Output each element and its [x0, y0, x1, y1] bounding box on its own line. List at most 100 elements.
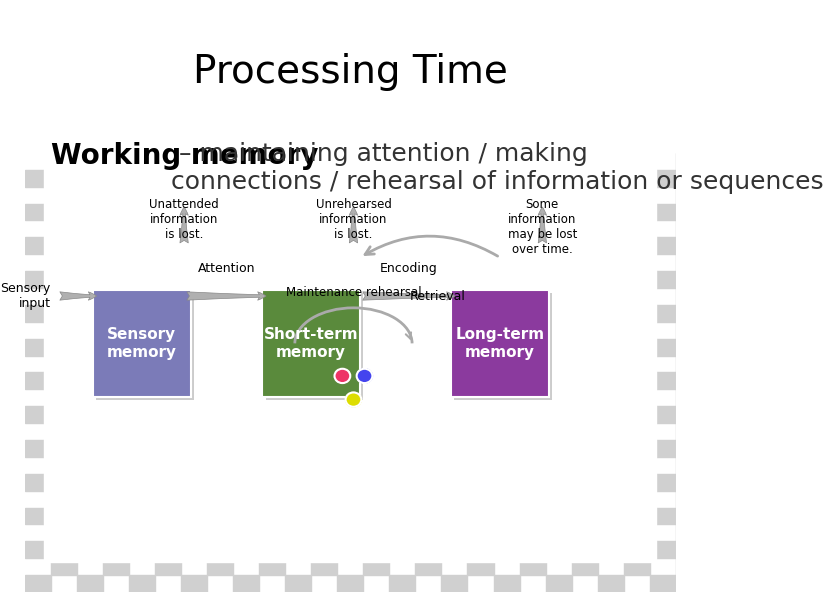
Bar	[442, 271, 467, 288]
Bar	[442, 406, 467, 423]
Bar	[624, 186, 650, 204]
Bar	[103, 322, 129, 339]
Bar	[103, 390, 129, 406]
Bar	[598, 170, 624, 186]
Bar	[598, 507, 624, 525]
Bar	[676, 220, 702, 237]
Bar	[572, 390, 598, 406]
Bar	[51, 356, 76, 372]
Bar	[572, 423, 598, 440]
Bar	[285, 204, 311, 220]
Bar	[624, 390, 650, 406]
Bar	[624, 153, 650, 170]
Bar	[389, 474, 415, 491]
Bar	[103, 491, 129, 507]
Bar	[545, 507, 572, 525]
Bar	[76, 170, 103, 186]
Bar	[25, 271, 51, 288]
Bar	[364, 220, 389, 237]
Bar	[285, 339, 311, 356]
Bar	[467, 457, 494, 474]
Bar	[598, 406, 624, 423]
Bar	[494, 474, 520, 491]
Bar	[545, 204, 572, 220]
Bar	[572, 186, 598, 204]
Bar	[389, 372, 415, 390]
Bar	[389, 271, 415, 288]
Bar	[520, 254, 545, 271]
Bar	[233, 507, 259, 525]
Text: Maintenance rehearsal: Maintenance rehearsal	[286, 286, 422, 299]
Bar	[650, 474, 676, 491]
Bar	[285, 237, 311, 254]
Bar	[364, 254, 389, 271]
Bar	[154, 322, 181, 339]
Bar	[494, 406, 520, 423]
Bar	[337, 474, 364, 491]
Bar	[624, 491, 650, 507]
FancyBboxPatch shape	[455, 293, 552, 400]
Bar	[51, 322, 76, 339]
Bar	[598, 440, 624, 457]
Bar	[25, 339, 51, 356]
Bar	[129, 204, 154, 220]
Bar	[154, 558, 181, 575]
Bar	[76, 406, 103, 423]
Bar	[520, 322, 545, 339]
Bar	[129, 305, 154, 322]
Bar	[364, 186, 389, 204]
Bar	[364, 558, 389, 575]
Bar	[337, 507, 364, 525]
Bar	[285, 406, 311, 423]
Text: Attention: Attention	[198, 262, 255, 275]
Bar	[154, 457, 181, 474]
Bar	[676, 322, 702, 339]
Bar	[337, 440, 364, 457]
Bar	[154, 254, 181, 271]
Bar	[520, 491, 545, 507]
Bar	[624, 220, 650, 237]
Bar	[103, 254, 129, 271]
Bar	[129, 237, 154, 254]
Bar	[494, 271, 520, 288]
Bar	[572, 153, 598, 170]
Bar	[520, 356, 545, 372]
Bar	[103, 153, 129, 170]
Bar	[494, 204, 520, 220]
Bar	[103, 186, 129, 204]
Bar	[259, 288, 285, 305]
Bar	[520, 220, 545, 237]
Bar	[598, 204, 624, 220]
Bar	[520, 390, 545, 406]
Bar	[389, 305, 415, 322]
Bar	[181, 237, 207, 254]
Bar	[207, 423, 233, 440]
Bar	[76, 440, 103, 457]
Bar	[311, 254, 337, 271]
Bar	[364, 356, 389, 372]
Bar	[364, 525, 389, 541]
Bar	[233, 339, 259, 356]
Bar	[676, 186, 702, 204]
Bar	[311, 525, 337, 541]
Bar	[181, 372, 207, 390]
Bar	[598, 339, 624, 356]
Bar	[494, 440, 520, 457]
Bar	[650, 204, 676, 220]
Bar	[311, 457, 337, 474]
Bar	[76, 204, 103, 220]
Bar	[337, 541, 364, 558]
Bar	[51, 186, 76, 204]
Bar	[676, 525, 702, 541]
Bar	[545, 271, 572, 288]
Bar	[494, 305, 520, 322]
Bar	[650, 339, 676, 356]
Bar	[624, 525, 650, 541]
Bar	[51, 457, 76, 474]
Bar	[25, 406, 51, 423]
Bar	[51, 153, 76, 170]
Bar	[545, 541, 572, 558]
Bar	[389, 339, 415, 356]
Bar	[76, 372, 103, 390]
Bar	[598, 271, 624, 288]
